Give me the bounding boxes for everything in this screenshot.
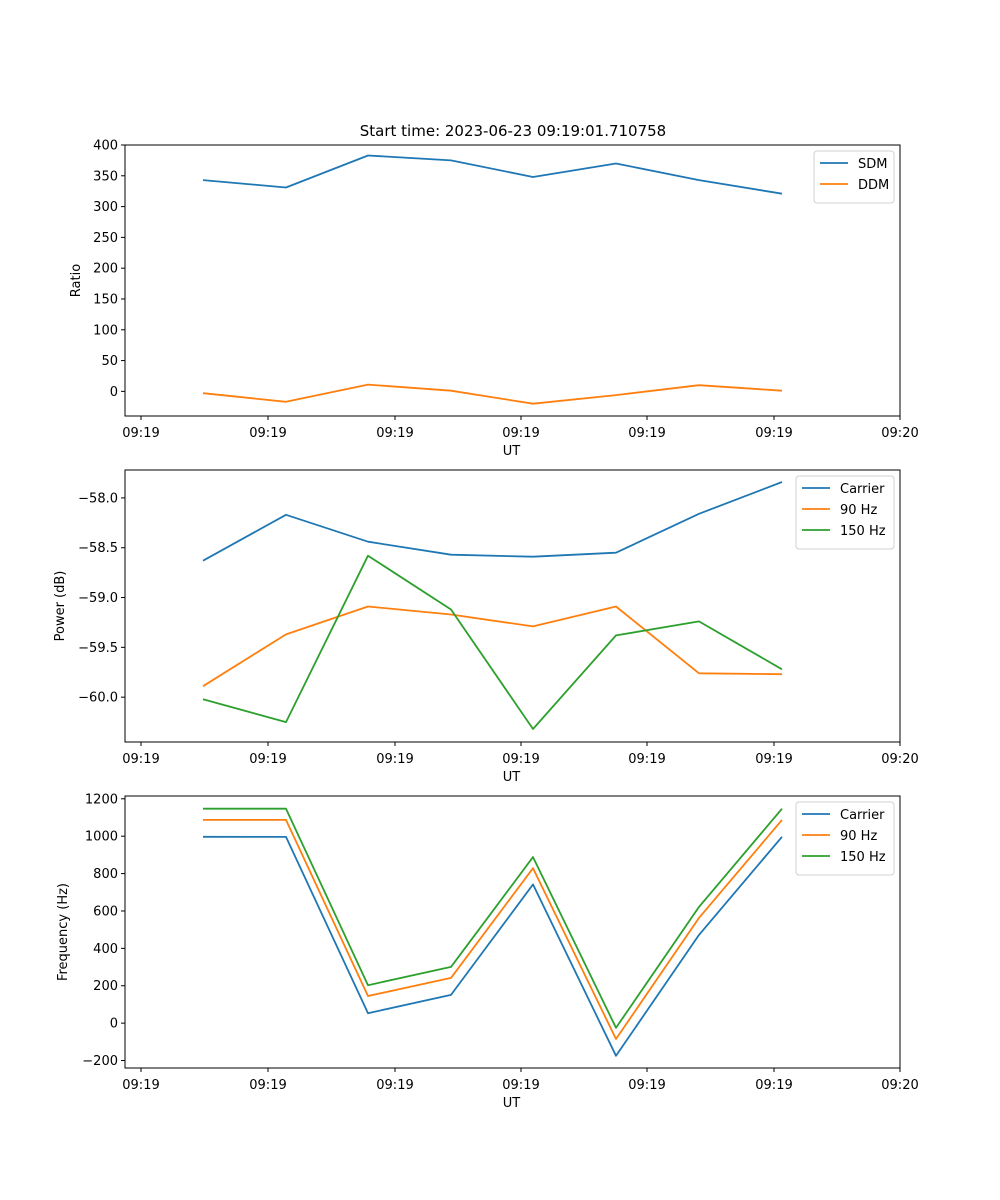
y-tick-label: 350 <box>93 169 118 184</box>
y-tick-label: 250 <box>93 231 118 246</box>
figure-title: Start time: 2023-06-23 09:19:01.710758 <box>360 122 666 140</box>
x-tick-label: 09:19 <box>755 1078 792 1093</box>
y-tick-label: 400 <box>93 942 118 957</box>
x-tick-label: 09:19 <box>502 752 539 767</box>
y-tick-label: 300 <box>93 200 118 215</box>
x-tick-label: 09:20 <box>881 1078 918 1093</box>
x-tick-label: 09:19 <box>376 426 413 441</box>
series-line-150-hz <box>203 807 783 1029</box>
x-axis-label: UT <box>503 1096 521 1111</box>
x-axis-label: UT <box>503 770 521 785</box>
y-axis-label: Power (dB) <box>53 571 68 642</box>
legend-label: 150 Hz <box>840 524 886 539</box>
x-tick-label: 09:19 <box>122 426 159 441</box>
legend-label: 90 Hz <box>840 829 877 844</box>
y-tick-label: 800 <box>93 867 118 882</box>
series-line-carrier <box>202 835 783 1057</box>
x-tick-label: 09:19 <box>249 426 286 441</box>
x-tick-label: 09:19 <box>502 1078 539 1093</box>
x-tick-label: 09:19 <box>628 1078 665 1093</box>
x-tick-label: 09:19 <box>376 1078 413 1093</box>
y-tick-label: −60.0 <box>78 691 118 706</box>
legend-label: Carrier <box>840 808 885 823</box>
y-tick-label: 600 <box>93 904 118 919</box>
y-tick-label: 0 <box>110 1017 118 1032</box>
x-axis-label: UT <box>503 444 521 459</box>
x-tick-label: 09:20 <box>881 752 918 767</box>
x-tick-label: 09:19 <box>755 752 792 767</box>
x-tick-label: 09:19 <box>122 752 159 767</box>
legend-label: Carrier <box>840 482 885 497</box>
ratio-panel: 0 50 100 150 200 250 300 350 400 09:19 09:19 09:19 0… <box>69 139 919 460</box>
y-tick-label: −200 <box>82 1054 118 1069</box>
series-line-sdm <box>202 154 783 195</box>
y-tick-label: 100 <box>93 323 118 338</box>
axes-frame <box>124 144 901 417</box>
x-tick-label: 09:19 <box>502 426 539 441</box>
series-line-90-hz <box>202 605 783 687</box>
y-axis-label: Frequency (Hz) <box>56 883 71 981</box>
y-tick-label: 400 <box>93 139 118 154</box>
y-tick-label: −59.5 <box>78 641 118 656</box>
series-line-carrier <box>202 481 783 562</box>
legend-label: SDM <box>858 157 887 172</box>
x-tick-label: 09:19 <box>376 752 413 767</box>
y-tick-label: −58.0 <box>78 491 118 506</box>
axes-frame <box>124 469 901 743</box>
y-tick-label: 1200 <box>85 792 118 807</box>
x-tick-label: 09:19 <box>628 426 665 441</box>
y-tick-label: 200 <box>93 262 118 277</box>
x-tick-label: 09:20 <box>881 426 918 441</box>
y-tick-label: −58.5 <box>78 541 118 556</box>
y-tick-label: 200 <box>93 979 118 994</box>
x-tick-label: 09:19 <box>755 426 792 441</box>
y-tick-label: −59.0 <box>78 591 118 606</box>
legend-box <box>813 150 895 204</box>
y-tick-label: 50 <box>101 354 118 369</box>
series-line-90-hz <box>203 819 783 1040</box>
x-tick-label: 09:19 <box>122 1078 159 1093</box>
legend-label: DDM <box>858 178 889 193</box>
x-tick-label: 09:19 <box>249 1078 286 1093</box>
legend-label: 150 Hz <box>840 850 886 865</box>
series-line-150-hz <box>202 554 783 730</box>
power-panel: −60.0 −59.5 −59.0 −58.5 −58.0 09:19 09:19 09:19… <box>53 469 919 785</box>
y-tick-label: 150 <box>93 292 118 307</box>
frequency-panel: −200 0 200 400 600 800 1000 1200 09:19 09:19 09:19… <box>56 792 919 1111</box>
axes-frame <box>124 795 901 1069</box>
y-tick-label: 1000 <box>85 830 118 845</box>
x-tick-label: 09:19 <box>249 752 286 767</box>
y-tick-label: 0 <box>110 385 118 400</box>
x-tick-label: 09:19 <box>628 752 665 767</box>
legend-label: 90 Hz <box>840 503 877 518</box>
y-axis-label: Ratio <box>69 264 84 297</box>
series-line-ddm <box>202 383 783 405</box>
